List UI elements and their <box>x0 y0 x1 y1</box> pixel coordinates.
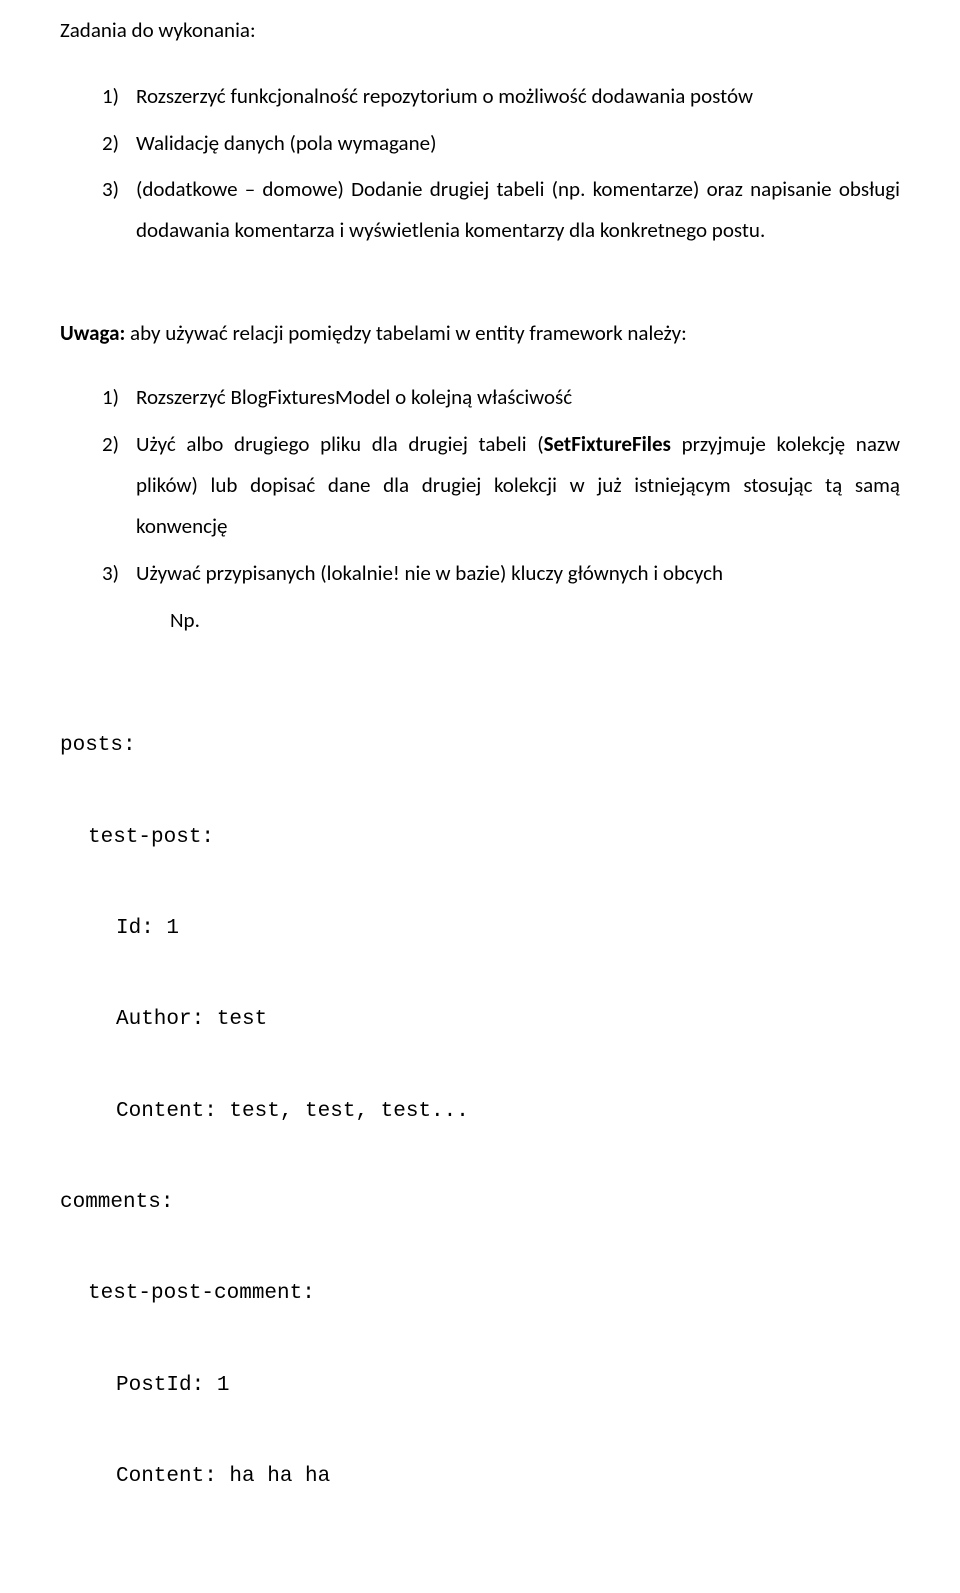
code-line: Content: ha ha ha <box>116 1462 900 1492</box>
list-number: 2) <box>102 123 136 164</box>
note-rest: aby używać relacji pomiędzy tabelami w e… <box>125 320 687 346</box>
code-line: test-post-comment: <box>88 1279 900 1309</box>
note-text-before: Użyć albo drugiego pliku dla drugiej tab… <box>136 431 544 457</box>
note-text-bold: SetFixtureFiles <box>544 431 671 457</box>
tasks-heading: Zadania do wykonania: <box>60 14 900 48</box>
list-text: Używać przypisanych (lokalnie! nie w baz… <box>136 553 900 641</box>
list-text: Walidację danych (pola wymagane) <box>136 123 900 164</box>
note-example-label: Np. <box>170 600 900 641</box>
code-line: comments: <box>60 1188 900 1218</box>
list-item: 3) (dodatkowe – domowe) Dodanie drugiej … <box>102 169 900 251</box>
list-item: 2) Użyć albo drugiego pliku dla drugiej … <box>102 424 900 547</box>
note-heading: Uwaga: aby używać relacji pomiędzy tabel… <box>60 317 900 351</box>
list-number: 3) <box>102 553 136 641</box>
code-line: test-post: <box>88 823 900 853</box>
tasks-list: 1) Rozszerzyć funkcjonalność repozytoriu… <box>102 76 900 252</box>
list-item: 1) Rozszerzyć funkcjonalność repozytoriu… <box>102 76 900 117</box>
list-number: 3) <box>102 169 136 251</box>
list-text: (dodatkowe – domowe) Dodanie drugiej tab… <box>136 169 900 251</box>
spacer <box>60 257 900 317</box>
list-text: Rozszerzyć funkcjonalność repozytorium o… <box>136 76 900 117</box>
list-text: Użyć albo drugiego pliku dla drugiej tab… <box>136 424 900 547</box>
list-item: 3) Używać przypisanych (lokalnie! nie w … <box>102 553 900 641</box>
code-block: posts: test-post: Id: 1 Author: test Con… <box>60 671 900 1554</box>
note-text: Używać przypisanych (lokalnie! nie w baz… <box>136 560 723 586</box>
list-number: 1) <box>102 76 136 117</box>
code-line: Content: test, test, test... <box>116 1097 900 1127</box>
code-line: Author: test <box>116 1005 900 1035</box>
list-item: 1) Rozszerzyć BlogFixturesModel o kolejn… <box>102 377 900 418</box>
note-bold-label: Uwaga: <box>60 320 125 346</box>
code-line: PostId: 1 <box>116 1371 900 1401</box>
list-number: 1) <box>102 377 136 418</box>
code-line: posts: <box>60 731 900 761</box>
notes-list: 1) Rozszerzyć BlogFixturesModel o kolejn… <box>102 377 900 641</box>
list-text: Rozszerzyć BlogFixturesModel o kolejną w… <box>136 377 900 418</box>
code-line: Id: 1 <box>116 914 900 944</box>
document-page: Zadania do wykonania: 1) Rozszerzyć funk… <box>0 0 960 1593</box>
list-item: 2) Walidację danych (pola wymagane) <box>102 123 900 164</box>
list-number: 2) <box>102 424 136 547</box>
